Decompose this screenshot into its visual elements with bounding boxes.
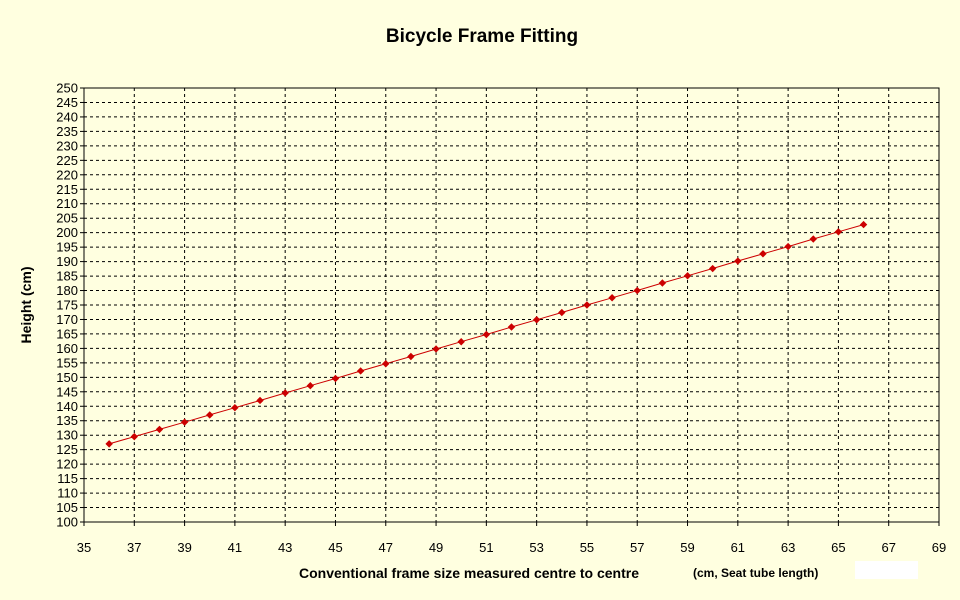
y-tick-label: 230 [56,138,78,153]
data-point [432,345,440,353]
y-tick-label: 125 [56,442,78,457]
series-1 [105,220,868,448]
x-axis-label: Conventional frame size measured centre … [299,565,639,581]
data-point [507,323,516,331]
y-tick-label: 210 [56,196,78,211]
y-tick-label: 190 [56,254,78,269]
y-tick-label: 235 [56,124,78,139]
data-point [231,404,239,412]
data-point [558,308,566,317]
x-tick-label: 69 [932,540,946,555]
x-tick-label: 51 [479,540,493,555]
y-tick-label: 200 [56,225,78,240]
x-tick-label: 55 [580,540,594,555]
data-point [708,264,717,273]
x-tick-label: 43 [278,540,292,555]
x-tick-label: 65 [831,540,845,555]
x-tick-label: 57 [630,540,644,555]
x-axis-label-note: (cm, Seat tube length) [693,566,818,580]
y-tick-label: 220 [56,167,78,182]
y-tick-label: 130 [56,428,78,443]
data-point [356,367,365,375]
y-tick-label: 175 [56,298,78,313]
y-tick-label: 140 [56,399,78,414]
x-tick-label: 37 [127,540,141,555]
x-tick-label: 61 [731,540,745,555]
y-tick-label: 165 [56,326,78,341]
y-tick-label: 160 [56,341,78,356]
data-point [180,418,189,426]
grid [84,88,939,522]
data-point [633,286,641,295]
y-axis-ticks: 1001051101151201251301351401451501551601… [56,81,84,530]
data-point [306,382,315,390]
y-tick-label: 225 [56,153,78,168]
x-tick-label: 45 [328,540,342,555]
data-point [532,316,541,324]
x-tick-label: 41 [228,540,242,555]
data-point [130,432,139,441]
y-tick-label: 150 [56,370,78,385]
data-point [206,411,214,419]
y-tick-label: 245 [56,95,78,110]
data-point [734,257,742,265]
y-tick-label: 135 [56,413,78,428]
x-tick-label: 35 [77,540,91,555]
data-point [834,228,843,236]
x-axis-ticks: 35 37 39 41 43 45 47 49 51 53 55 57 59 61 63 65 67 69 [77,522,946,555]
data-point [658,279,667,287]
y-tick-label: 185 [56,269,78,284]
data-point [683,272,692,280]
data-point [407,352,415,361]
data-point [382,360,390,368]
x-tick-label: 49 [429,540,443,555]
y-axis-label: Height (cm) [18,267,34,344]
data-point [105,440,113,448]
data-point [784,242,792,251]
data-point [457,338,465,346]
y-tick-label: 240 [56,109,78,124]
data-point [155,425,164,434]
x-tick-label: 67 [881,540,895,555]
y-tick-label: 145 [56,384,78,399]
y-tick-label: 115 [57,471,78,486]
y-tick-label: 105 [56,500,78,515]
x-tick-label: 59 [680,540,694,555]
x-tick-label: 39 [177,540,191,555]
blank-label-box [855,561,918,579]
y-tick-label: 120 [56,457,78,472]
y-tick-label: 215 [56,182,78,197]
y-tick-label: 205 [56,211,78,226]
x-tick-label: 47 [379,540,393,555]
data-point [331,374,340,383]
data-point [608,294,616,302]
y-tick-label: 180 [56,283,78,298]
y-tick-label: 100 [56,515,78,530]
x-tick-label: 53 [529,540,543,555]
y-tick-label: 170 [56,312,78,327]
x-tick-label: 63 [781,540,795,555]
data-point [583,301,591,309]
data-point [281,389,289,397]
data-point [482,330,491,339]
y-tick-label: 110 [57,486,78,501]
y-tick-label: 155 [56,355,78,370]
y-tick-label: 195 [56,240,78,255]
data-point [256,396,264,405]
data-point [809,235,817,243]
data-point [859,220,868,229]
y-tick-label: 250 [56,81,78,96]
data-point [759,250,767,258]
chart-title: Bicycle Frame Fitting [386,26,578,47]
